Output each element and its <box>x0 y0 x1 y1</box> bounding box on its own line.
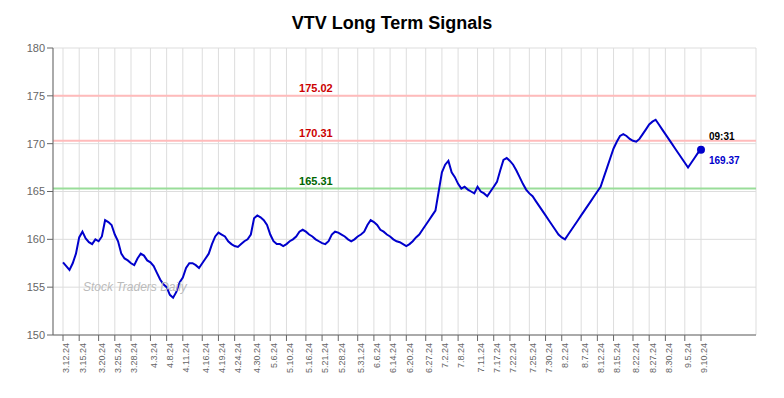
svg-text:4.16.24: 4.16.24 <box>201 343 211 373</box>
svg-text:160: 160 <box>27 233 45 245</box>
svg-text:7.25.24: 7.25.24 <box>528 343 538 373</box>
svg-text:7.8.24: 7.8.24 <box>456 343 466 368</box>
svg-text:170.31: 170.31 <box>299 127 333 139</box>
svg-text:5.6.24: 5.6.24 <box>269 343 279 368</box>
svg-text:6.27.24: 6.27.24 <box>424 343 434 373</box>
svg-text:175: 175 <box>27 90 45 102</box>
svg-text:9.10.24: 9.10.24 <box>699 343 709 373</box>
svg-text:9.5.24: 9.5.24 <box>683 343 693 368</box>
svg-text:165.31: 165.31 <box>299 175 333 187</box>
svg-text:8.15.24: 8.15.24 <box>612 343 622 373</box>
svg-text:6.20.24: 6.20.24 <box>405 343 415 373</box>
svg-text:169.37: 169.37 <box>709 155 740 166</box>
svg-text:6.6.24: 6.6.24 <box>372 343 382 368</box>
svg-text:3.15.24: 3.15.24 <box>78 343 88 373</box>
svg-text:4.30.24: 4.30.24 <box>252 343 262 373</box>
svg-text:150: 150 <box>27 329 45 341</box>
svg-text:4.3.24: 4.3.24 <box>149 343 159 368</box>
svg-text:6.14.24: 6.14.24 <box>388 343 398 373</box>
svg-text:3.20.24: 3.20.24 <box>97 343 107 373</box>
svg-text:4.19.24: 4.19.24 <box>217 343 227 373</box>
svg-text:09:31: 09:31 <box>709 131 735 142</box>
svg-text:175.02: 175.02 <box>299 82 333 94</box>
svg-text:7.11.24: 7.11.24 <box>476 343 486 372</box>
svg-text:165: 165 <box>27 185 45 197</box>
svg-text:180: 180 <box>27 42 45 54</box>
svg-text:5.31.24: 5.31.24 <box>356 343 366 373</box>
svg-text:8.12.24: 8.12.24 <box>596 343 606 373</box>
svg-text:8.2.24: 8.2.24 <box>560 343 570 368</box>
html-text:Stock Traders Daily: Stock Traders Daily <box>83 280 187 294</box>
svg-text:3.28.24: 3.28.24 <box>129 343 139 373</box>
svg-text:3.12.24: 3.12.24 <box>61 343 71 373</box>
svg-text:7.22.24: 7.22.24 <box>508 343 518 373</box>
svg-text:8.7.24: 8.7.24 <box>580 343 590 368</box>
svg-text:8.22.24: 8.22.24 <box>631 343 641 373</box>
svg-text:7.17.24: 7.17.24 <box>492 343 502 373</box>
svg-text:8.27.24: 8.27.24 <box>648 343 658 373</box>
svg-text:155: 155 <box>27 281 45 293</box>
svg-text:4.11.24: 4.11.24 <box>181 343 191 372</box>
svg-text:7.2.24: 7.2.24 <box>440 343 450 368</box>
html-text:VTV Long Term Signals: VTV Long Term Signals <box>291 13 493 33</box>
svg-text:4.8.24: 4.8.24 <box>165 343 175 368</box>
svg-text:8.30.24: 8.30.24 <box>664 343 674 373</box>
svg-text:3.25.24: 3.25.24 <box>113 343 123 373</box>
svg-text:4.24.24: 4.24.24 <box>233 343 243 373</box>
svg-text:5.16.24: 5.16.24 <box>304 343 314 373</box>
svg-text:5.28.24: 5.28.24 <box>337 343 347 373</box>
svg-text:7.30.24: 7.30.24 <box>544 343 554 373</box>
svg-text:5.21.24: 5.21.24 <box>320 343 330 373</box>
svg-text:5.10.24: 5.10.24 <box>285 343 295 373</box>
svg-text:170: 170 <box>27 138 45 150</box>
